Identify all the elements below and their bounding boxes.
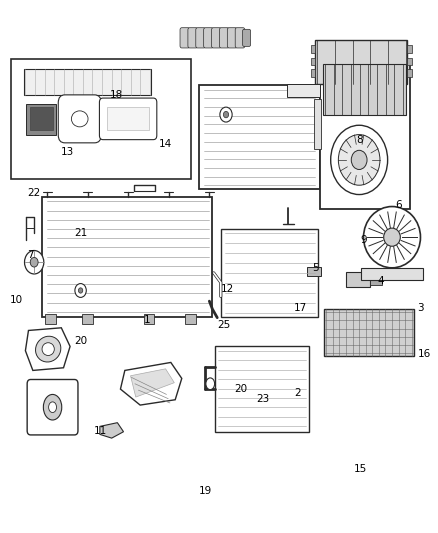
Text: 14: 14	[159, 139, 172, 149]
Text: 21: 21	[74, 229, 88, 238]
Text: 13: 13	[61, 147, 74, 157]
Bar	[315, 40, 407, 84]
Text: 20: 20	[74, 336, 88, 346]
FancyBboxPatch shape	[243, 29, 251, 46]
Text: 6: 6	[395, 200, 402, 210]
FancyBboxPatch shape	[58, 95, 101, 143]
Circle shape	[351, 150, 367, 169]
Polygon shape	[120, 362, 182, 405]
Bar	[82, 314, 93, 324]
Ellipse shape	[206, 378, 215, 390]
Text: 8: 8	[356, 135, 363, 144]
Text: 18: 18	[110, 90, 123, 100]
Bar	[42, 197, 212, 317]
Bar	[185, 314, 196, 324]
Bar	[407, 58, 412, 65]
Bar	[215, 346, 309, 432]
Text: 12: 12	[221, 285, 234, 294]
Text: 22: 22	[28, 188, 41, 198]
Bar	[323, 64, 406, 115]
Ellipse shape	[71, 111, 88, 127]
Text: 16: 16	[417, 350, 431, 359]
Ellipse shape	[338, 135, 380, 185]
Ellipse shape	[364, 207, 420, 268]
Text: 10: 10	[10, 295, 23, 304]
Text: 3: 3	[417, 303, 424, 313]
FancyBboxPatch shape	[180, 28, 190, 48]
FancyBboxPatch shape	[196, 28, 205, 48]
Bar	[361, 268, 423, 280]
Bar	[311, 69, 315, 77]
Ellipse shape	[384, 228, 400, 246]
Bar	[346, 272, 370, 287]
Ellipse shape	[35, 336, 61, 362]
Bar	[320, 60, 410, 209]
Bar	[307, 266, 321, 276]
Text: 23: 23	[256, 394, 269, 403]
Text: 17: 17	[294, 303, 307, 313]
Bar	[199, 85, 320, 189]
Bar	[311, 58, 315, 65]
Bar	[287, 84, 320, 97]
Bar	[11, 59, 191, 179]
Bar	[407, 45, 412, 53]
FancyBboxPatch shape	[27, 379, 78, 435]
Text: 1: 1	[143, 315, 150, 325]
Bar	[370, 274, 382, 285]
Text: 5: 5	[312, 263, 319, 272]
Bar	[24, 69, 151, 95]
Text: 25: 25	[217, 320, 230, 330]
Ellipse shape	[331, 125, 388, 195]
Text: 7: 7	[27, 250, 34, 260]
Circle shape	[223, 111, 229, 118]
Bar	[26, 104, 56, 135]
Ellipse shape	[42, 343, 54, 356]
FancyBboxPatch shape	[227, 28, 237, 48]
Circle shape	[75, 284, 86, 297]
FancyBboxPatch shape	[235, 28, 245, 48]
FancyBboxPatch shape	[99, 98, 157, 140]
Polygon shape	[131, 369, 174, 397]
Bar	[45, 314, 56, 324]
Circle shape	[30, 257, 38, 267]
Circle shape	[220, 107, 232, 122]
Polygon shape	[25, 328, 70, 370]
FancyBboxPatch shape	[204, 28, 213, 48]
Bar	[407, 69, 412, 77]
Text: 20: 20	[234, 384, 247, 394]
Polygon shape	[100, 423, 124, 438]
Text: 19: 19	[199, 487, 212, 496]
FancyBboxPatch shape	[212, 28, 221, 48]
FancyBboxPatch shape	[188, 28, 198, 48]
Circle shape	[78, 288, 83, 293]
Bar	[144, 314, 154, 324]
Text: 4: 4	[378, 277, 385, 286]
Text: 15: 15	[353, 464, 367, 474]
Text: 11: 11	[94, 426, 107, 435]
Ellipse shape	[49, 402, 57, 413]
Bar	[324, 309, 414, 356]
Bar	[314, 99, 321, 149]
Bar	[221, 229, 318, 317]
Text: 2: 2	[294, 389, 301, 398]
Ellipse shape	[43, 394, 62, 420]
Text: 9: 9	[360, 235, 367, 245]
Circle shape	[25, 251, 44, 274]
Bar	[311, 45, 315, 53]
FancyBboxPatch shape	[219, 28, 229, 48]
Bar	[107, 107, 149, 130]
Bar	[30, 107, 53, 130]
